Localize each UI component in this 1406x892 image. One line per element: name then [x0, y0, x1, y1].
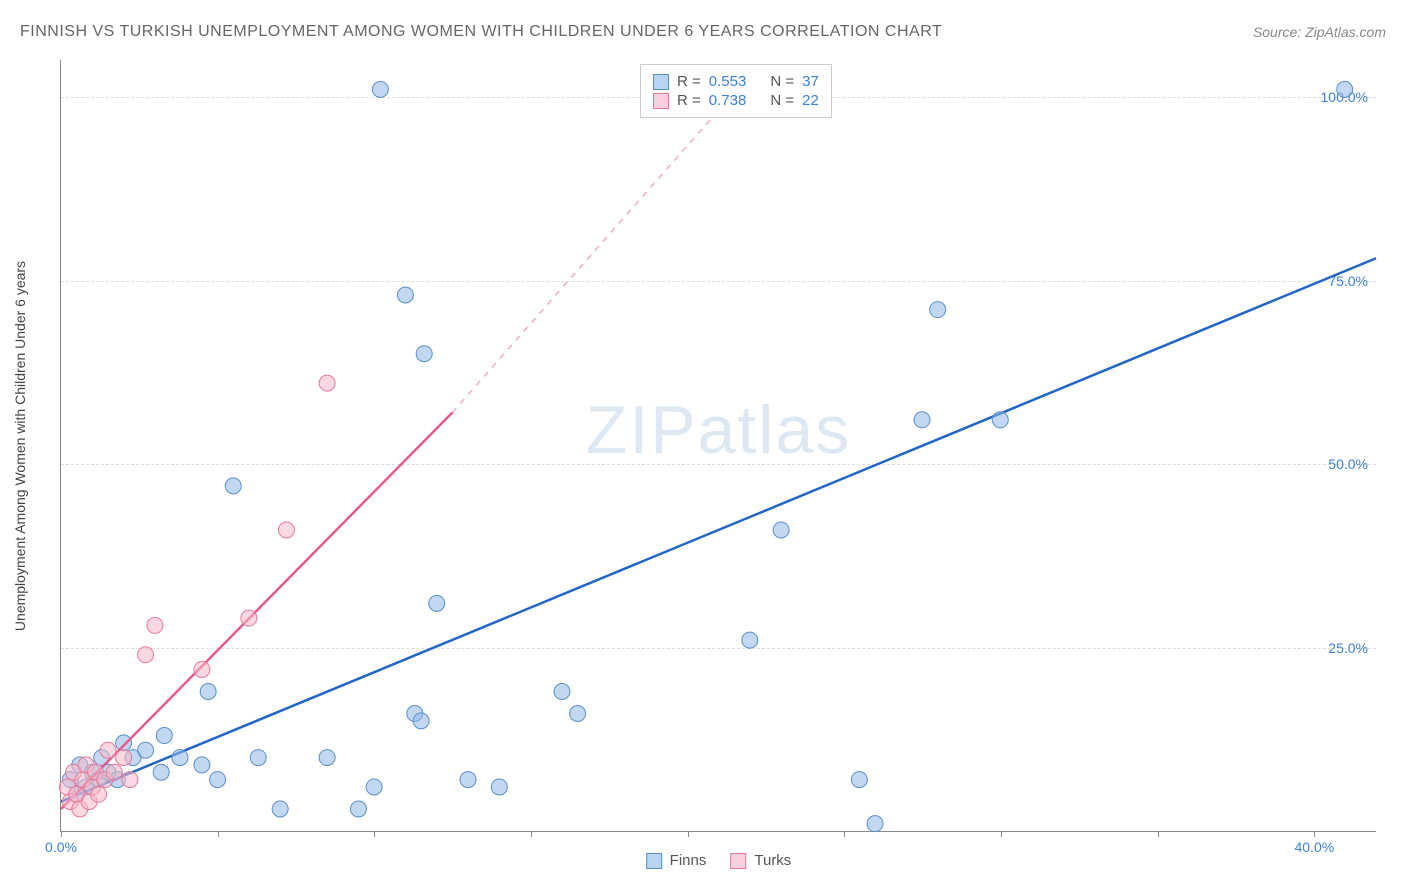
x-tick-mark [1001, 831, 1002, 837]
source-attribution: Source: ZipAtlas.com [1253, 24, 1386, 40]
legend-r-label: R = [677, 73, 701, 90]
legend-n-value: 37 [802, 73, 819, 90]
data-point-turks[interactable] [319, 375, 335, 391]
data-point-finns[interactable] [156, 728, 172, 744]
data-point-finns[interactable] [372, 81, 388, 97]
x-tick-label: 0.0% [45, 839, 77, 855]
legend-r-value: 0.738 [709, 92, 747, 109]
x-tick-mark [61, 831, 62, 837]
x-tick-mark [1158, 831, 1159, 837]
data-point-turks[interactable] [116, 750, 132, 766]
scatter-svg [61, 60, 1376, 831]
data-point-finns[interactable] [773, 522, 789, 538]
data-point-finns[interactable] [397, 287, 413, 303]
source-label: Source: [1253, 24, 1301, 40]
legend-series-label: Finns [670, 852, 707, 869]
plot-region: ZIPatlas R =0.553N =37R =0.738N =22 Finn… [60, 60, 1376, 832]
legend-swatch [646, 853, 662, 869]
data-point-finns[interactable] [491, 779, 507, 795]
data-point-finns[interactable] [319, 750, 335, 766]
data-point-turks[interactable] [241, 610, 257, 626]
legend-swatch [730, 853, 746, 869]
data-point-finns[interactable] [210, 772, 226, 788]
data-point-finns[interactable] [429, 595, 445, 611]
legend-r-value: 0.553 [709, 73, 747, 90]
data-point-finns[interactable] [413, 713, 429, 729]
legend-series: Finns Turks [646, 852, 792, 869]
x-tick-label: 40.0% [1294, 839, 1334, 855]
legend-series-label: Turks [754, 852, 791, 869]
data-point-finns[interactable] [225, 478, 241, 494]
legend-stats-row: R = 0.738 N = 22 [653, 92, 819, 109]
x-tick-mark [688, 831, 689, 837]
x-tick-mark [374, 831, 375, 837]
legend-n-label: N = [770, 92, 794, 109]
source-link[interactable]: ZipAtlas.com [1305, 24, 1386, 40]
legend-n-value: 22 [802, 92, 819, 109]
trend-line-dashed-turks [452, 75, 749, 413]
data-point-finns[interactable] [250, 750, 266, 766]
data-point-finns[interactable] [194, 757, 210, 773]
data-point-finns[interactable] [272, 801, 288, 817]
chart-header: FINNISH VS TURKISH UNEMPLOYMENT AMONG WO… [20, 18, 1386, 46]
x-tick-mark [1314, 831, 1315, 837]
chart-area: Unemployment Among Women with Children U… [60, 60, 1376, 832]
data-point-finns[interactable] [554, 683, 570, 699]
y-axis-label: Unemployment Among Women with Children U… [12, 261, 28, 631]
data-point-finns[interactable] [350, 801, 366, 817]
data-point-finns[interactable] [138, 742, 154, 758]
legend-r-label: R = [677, 92, 701, 109]
data-point-finns[interactable] [172, 750, 188, 766]
data-point-finns[interactable] [366, 779, 382, 795]
legend-stats-row: R = 0.553 N = 37 [653, 73, 819, 90]
data-point-turks[interactable] [278, 522, 294, 538]
data-point-finns[interactable] [867, 816, 883, 832]
data-point-finns[interactable] [742, 632, 758, 648]
x-tick-mark [531, 831, 532, 837]
data-point-finns[interactable] [914, 412, 930, 428]
data-point-finns[interactable] [153, 764, 169, 780]
data-point-turks[interactable] [91, 786, 107, 802]
data-point-finns[interactable] [930, 302, 946, 318]
trend-line-finns [61, 258, 1376, 801]
data-point-finns[interactable] [851, 772, 867, 788]
legend-n-label: N = [770, 73, 794, 90]
data-point-finns[interactable] [460, 772, 476, 788]
data-point-turks[interactable] [100, 742, 116, 758]
data-point-finns[interactable] [200, 683, 216, 699]
legend-swatch [653, 74, 669, 90]
data-point-finns[interactable] [570, 706, 586, 722]
data-point-turks[interactable] [106, 764, 122, 780]
x-tick-mark [218, 831, 219, 837]
legend-series-item[interactable]: Finns [646, 852, 707, 869]
data-point-finns[interactable] [116, 735, 132, 751]
data-point-turks[interactable] [147, 617, 163, 633]
x-tick-mark [844, 831, 845, 837]
legend-series-item[interactable]: Turks [730, 852, 791, 869]
legend-swatch [653, 93, 669, 109]
legend-stats: R = 0.553 N = 37 R = 0.738 N = 22 [640, 64, 832, 118]
data-point-turks[interactable] [138, 647, 154, 663]
data-point-turks[interactable] [122, 772, 138, 788]
data-point-finns[interactable] [416, 346, 432, 362]
chart-title: FINNISH VS TURKISH UNEMPLOYMENT AMONG WO… [20, 23, 942, 41]
data-point-finns[interactable] [1337, 81, 1353, 97]
data-point-turks[interactable] [194, 661, 210, 677]
data-point-finns[interactable] [992, 412, 1008, 428]
